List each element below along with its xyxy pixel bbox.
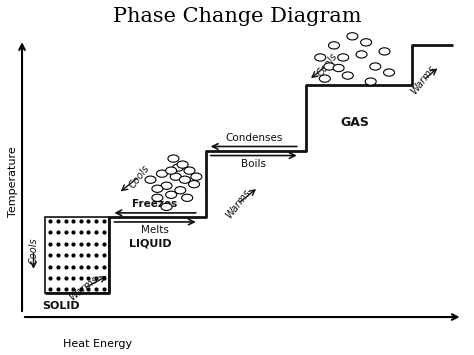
Text: GAS: GAS — [340, 116, 369, 129]
Circle shape — [173, 164, 183, 171]
Circle shape — [165, 167, 177, 174]
Circle shape — [347, 33, 358, 40]
Circle shape — [383, 69, 394, 76]
Circle shape — [365, 78, 376, 85]
Circle shape — [182, 194, 193, 201]
Circle shape — [328, 42, 339, 49]
Text: Cools: Cools — [315, 51, 339, 78]
Circle shape — [319, 75, 330, 82]
Text: Warms: Warms — [68, 274, 100, 303]
Circle shape — [152, 194, 163, 201]
Text: Warms: Warms — [223, 187, 252, 220]
Circle shape — [152, 185, 163, 192]
Circle shape — [191, 173, 202, 180]
Text: Cools: Cools — [28, 237, 38, 264]
Circle shape — [379, 48, 390, 55]
Text: Freezes: Freezes — [132, 200, 178, 209]
Text: Temperature: Temperature — [8, 146, 18, 217]
Circle shape — [177, 161, 188, 168]
Circle shape — [170, 173, 181, 180]
Text: Cools: Cools — [127, 163, 151, 190]
Circle shape — [361, 39, 372, 46]
Text: Condenses: Condenses — [225, 133, 283, 143]
Circle shape — [179, 176, 191, 183]
Circle shape — [333, 64, 344, 72]
Text: Warms: Warms — [409, 64, 438, 97]
Circle shape — [156, 170, 167, 177]
Bar — [45, 217, 109, 293]
Circle shape — [189, 181, 200, 188]
Circle shape — [165, 191, 177, 198]
Text: Melts: Melts — [141, 225, 169, 235]
Circle shape — [337, 54, 349, 61]
Circle shape — [315, 54, 326, 61]
Circle shape — [175, 187, 186, 194]
Circle shape — [370, 63, 381, 70]
Circle shape — [168, 155, 179, 162]
Text: SOLID: SOLID — [42, 301, 80, 311]
Circle shape — [342, 72, 353, 79]
Circle shape — [161, 203, 172, 211]
Text: Boils: Boils — [241, 159, 266, 169]
Circle shape — [356, 51, 367, 58]
Title: Phase Change Diagram: Phase Change Diagram — [113, 7, 362, 26]
Text: LIQUID: LIQUID — [129, 238, 172, 248]
Circle shape — [324, 63, 335, 70]
Circle shape — [161, 182, 172, 189]
Text: Heat Energy: Heat Energy — [64, 339, 132, 349]
Circle shape — [184, 167, 195, 174]
Circle shape — [145, 176, 156, 183]
